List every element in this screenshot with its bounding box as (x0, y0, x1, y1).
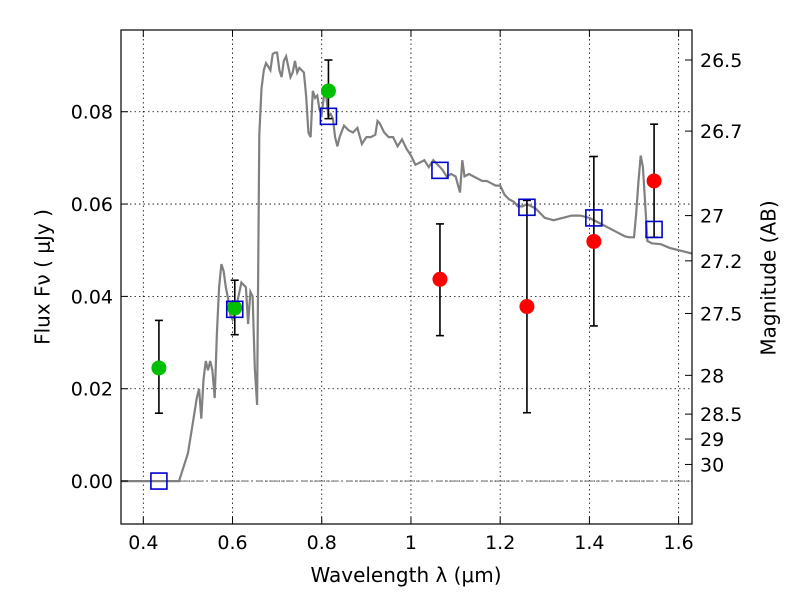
y-tick-label: 0.02 (71, 379, 113, 401)
observed-flux-point (519, 299, 535, 315)
svg-text:Flux Fν ( μJy ): Flux Fν ( μJy ) (31, 209, 55, 345)
plot-area-background (121, 30, 692, 524)
right-tick-label: 28.5 (700, 404, 742, 426)
x-tick-label: 0.8 (307, 532, 337, 554)
plot-frame (120, 29, 693, 525)
svg-text:Magnitude (AB): Magnitude (AB) (757, 200, 781, 355)
observed-flux-point (586, 233, 602, 249)
right-tick-label: 28 (700, 365, 724, 387)
model-flux-square (645, 220, 663, 239)
x-axis-label: Wavelength λ (μm) (310, 563, 501, 587)
observed-flux-point (320, 83, 336, 99)
x-tick-label: 1.4 (574, 532, 604, 554)
y-tick-label: 0.00 (71, 471, 113, 493)
y-tick-label: 0.06 (71, 194, 113, 216)
observed-flux-point (432, 271, 448, 287)
y-axis-label: Flux Fν ( μJy ) (31, 209, 55, 345)
model-flux-square (518, 198, 536, 217)
right-axis-label: Magnitude (AB) (757, 200, 781, 355)
observed-flux-point (646, 173, 662, 189)
x-tick-label: 1.2 (485, 532, 515, 554)
model-flux-square (225, 300, 244, 319)
right-tick-label: 29 (700, 429, 724, 451)
right-tick-label: 26.7 (700, 121, 742, 143)
observed-flux-point (227, 300, 243, 316)
model-flux-square (150, 472, 168, 490)
y-tick-label: 0.08 (71, 102, 113, 124)
model-flux-square (431, 161, 449, 180)
x-tick-label: 1 (405, 532, 417, 554)
model-flux-square (585, 209, 603, 227)
model-spectrum-line (121, 51, 692, 483)
x-tick-label: 0.6 (217, 532, 247, 554)
x-tick-label: 0.4 (128, 532, 158, 554)
right-tick-label: 30 (700, 454, 724, 476)
model-flux-square (319, 107, 338, 126)
right-tick-label: 27.5 (700, 303, 742, 325)
right-tick-label: 27.2 (700, 251, 742, 273)
y-tick-label: 0.04 (71, 286, 113, 308)
right-tick-label: 26.5 (700, 50, 742, 72)
x-tick-label: 1.6 (664, 532, 694, 554)
right-tick-label: 27 (700, 206, 724, 228)
observed-flux-point (151, 360, 167, 376)
